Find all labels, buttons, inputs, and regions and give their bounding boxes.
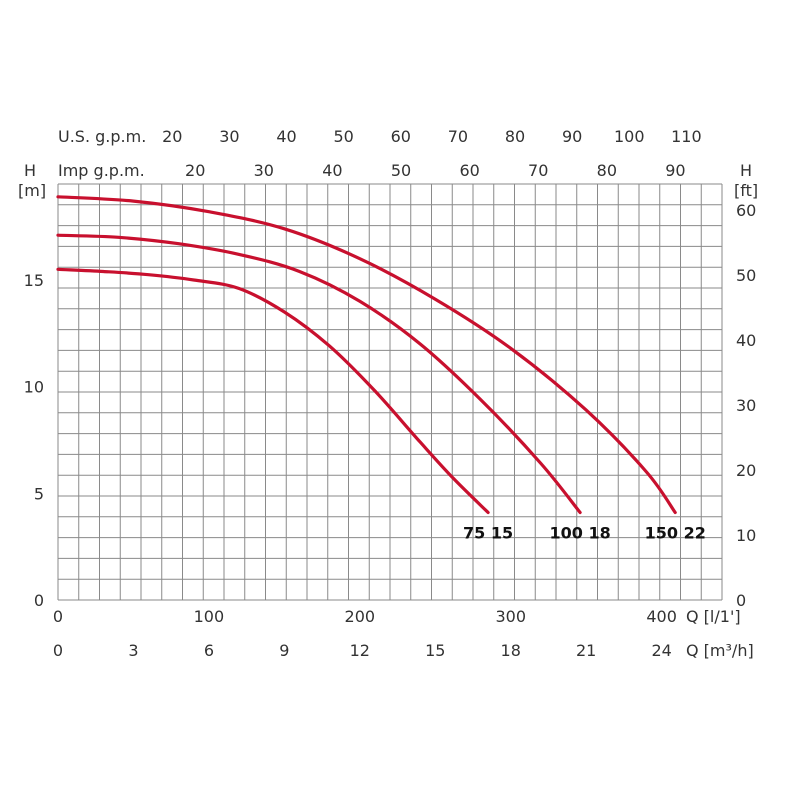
top-us-tick-label: 60 [391, 127, 411, 146]
curves: 75 15 100 18 150 22 [56, 195, 706, 543]
top-us-tick-label: 110 [671, 127, 702, 146]
top-us-tick-label: 70 [448, 127, 468, 146]
curve-label: 150 22 [645, 524, 706, 543]
bottom-lpm-tick-label: 100 [194, 607, 225, 626]
left-tick-label: 10 [24, 378, 44, 397]
top-us-tick-label: 100 [614, 127, 645, 146]
bottom-m3h-tick-label: 21 [576, 641, 596, 660]
pump-curve-100-18 [56, 233, 582, 515]
right-tick-label: 50 [736, 266, 756, 285]
bottom-m3h-tick-label: 3 [128, 641, 138, 660]
top-us-tick-label: 20 [162, 127, 182, 146]
top-imp-tick-label: 80 [597, 161, 617, 180]
top-imp-tick-label: 30 [254, 161, 274, 180]
right-axis-name: H [740, 161, 752, 180]
right-tick-label: 0 [736, 591, 746, 610]
curve-label: 100 18 [550, 524, 611, 543]
top-us-tick-label: 50 [333, 127, 353, 146]
bottom-m3h-unit: Q [m³/h] [686, 641, 754, 660]
top-imp-tick-label: 40 [322, 161, 342, 180]
bottom-m3h-tick-label: 24 [651, 641, 671, 660]
top-us-tick-label: 40 [276, 127, 296, 146]
top-imp-tick-label: 90 [665, 161, 685, 180]
left-axis-name: H [24, 161, 36, 180]
top-imp-axis-title: Imp g.p.m. [58, 161, 145, 180]
left-tick-label: 15 [24, 271, 44, 290]
bottom-m3h-tick-label: 12 [350, 641, 370, 660]
bottom-lpm-tick-label: 300 [495, 607, 526, 626]
right-tick-label: 30 [736, 396, 756, 415]
right-tick-label: 40 [736, 331, 756, 350]
bottom-m3h-tick-label: 6 [204, 641, 214, 660]
top-imp-tick-label: 50 [391, 161, 411, 180]
top-imp-tick-label: 20 [185, 161, 205, 180]
pump-curve-75-15 [56, 267, 490, 515]
top-us-tick-label: 80 [505, 127, 525, 146]
bottom-m3h-tick-label: 0 [53, 641, 63, 660]
left-axis-unit: [m] [18, 181, 46, 200]
bottom-m3h-tick-label: 15 [425, 641, 445, 660]
chart-grid [57, 183, 723, 601]
right-tick-label: 10 [736, 526, 756, 545]
top-imp-tick-label: 70 [528, 161, 548, 180]
bottom-m3h-tick-label: 9 [279, 641, 289, 660]
bottom-lpm-tick-label: 200 [345, 607, 376, 626]
bottom-m3h-tick-label: 18 [501, 641, 521, 660]
curve-label: 75 15 [463, 524, 513, 543]
left-tick-label: 0 [34, 591, 44, 610]
pump-curve-150-22 [56, 195, 677, 515]
bottom-lpm-tick-label: 0 [53, 607, 63, 626]
bottom-lpm-unit: Q [l/1'] [686, 607, 741, 626]
bottom-lpm-tick-label: 400 [646, 607, 677, 626]
right-axis-unit: [ft] [734, 181, 758, 200]
right-tick-label: 60 [736, 201, 756, 220]
top-imp-tick-label: 60 [459, 161, 479, 180]
top-us-tick-label: 30 [219, 127, 239, 146]
right-tick-label: 20 [736, 461, 756, 480]
left-tick-label: 5 [34, 484, 44, 503]
top-us-axis-title: U.S. g.p.m. [58, 127, 146, 146]
top-us-tick-label: 90 [562, 127, 582, 146]
